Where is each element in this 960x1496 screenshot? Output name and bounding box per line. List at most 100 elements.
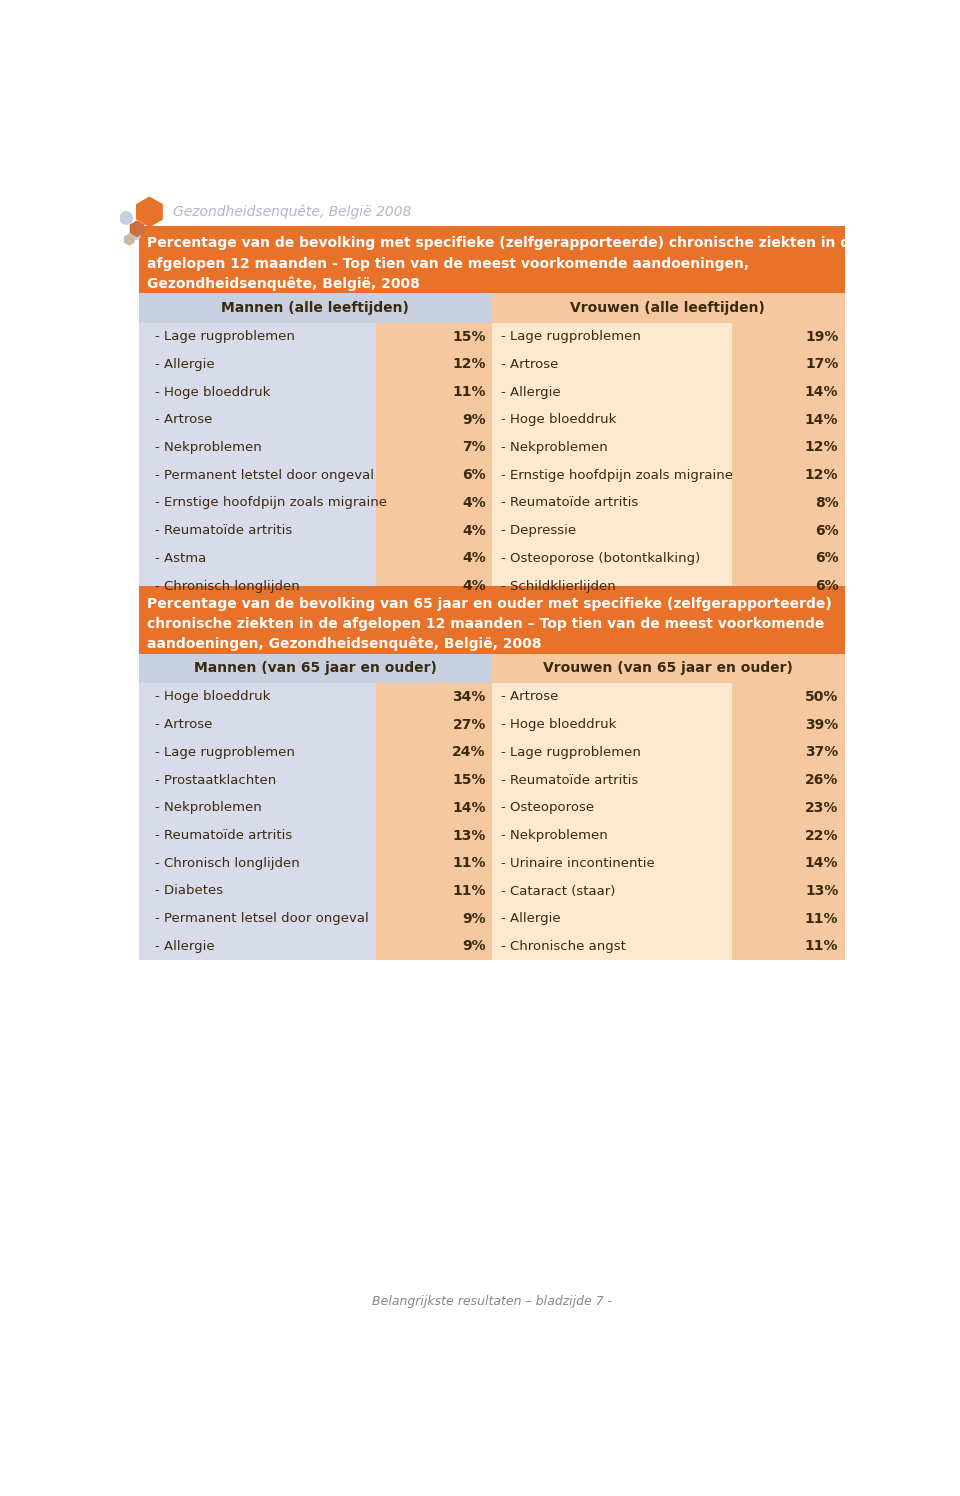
Bar (139, 932, 492, 960)
Text: 11%: 11% (452, 884, 486, 898)
Text: Percentage van de bevolking van 65 jaar en ouder met specifieke (zelfgerapportee: Percentage van de bevolking van 65 jaar … (147, 597, 832, 610)
Bar (492, 766, 845, 794)
Text: Gezondheidsenquête, België 2008: Gezondheidsenquête, België 2008 (173, 205, 411, 218)
Bar (375, 905, 492, 932)
Text: - Reumatoïde artritis: - Reumatoïde artritis (155, 524, 292, 537)
Text: - Allergie: - Allergie (501, 386, 561, 398)
Bar (492, 461, 845, 489)
Bar (375, 821, 492, 850)
Text: 11%: 11% (452, 384, 486, 399)
Bar (375, 378, 492, 405)
Text: 4%: 4% (462, 579, 486, 592)
Bar (732, 684, 845, 711)
Bar (139, 654, 492, 684)
Bar (732, 323, 845, 350)
Text: - Lage rugproblemen: - Lage rugproblemen (501, 747, 641, 758)
Text: - Lage rugproblemen: - Lage rugproblemen (155, 331, 295, 343)
Text: "Lage rugproblemen, allergie, hoge bloeddruk en artrose zin de belangrijkste chr: "Lage rugproblemen, allergie, hoge bloed… (143, 250, 794, 265)
Text: - Nekproblemen: - Nekproblemen (155, 441, 262, 453)
Text: 26%: 26% (805, 773, 838, 787)
Text: - Cataract (staar): - Cataract (staar) (501, 884, 615, 898)
Text: 6%: 6% (815, 524, 838, 537)
Text: - Hoge bloeddruk: - Hoge bloeddruk (501, 413, 616, 426)
Bar (139, 794, 492, 821)
Text: 7%: 7% (462, 440, 486, 455)
Bar (375, 766, 492, 794)
Text: 12%: 12% (804, 440, 838, 455)
Bar (375, 794, 492, 821)
Text: - Nekproblemen: - Nekproblemen (501, 829, 608, 842)
Text: - Hoge bloeddruk: - Hoge bloeddruk (155, 691, 271, 703)
Text: - Artrose: - Artrose (501, 358, 559, 371)
Text: 6%: 6% (815, 579, 838, 592)
Bar (375, 489, 492, 516)
Bar (732, 461, 845, 489)
Text: 24%: 24% (452, 745, 486, 760)
Bar (492, 739, 845, 766)
Bar (492, 821, 845, 850)
Bar (139, 739, 492, 766)
Bar (492, 932, 845, 960)
Bar (492, 350, 845, 378)
Bar (375, 323, 492, 350)
Text: Mannen (alle leeftijden): Mannen (alle leeftijden) (222, 301, 409, 316)
Text: 50%: 50% (805, 690, 838, 705)
Bar (492, 545, 845, 573)
Text: 19%: 19% (805, 329, 838, 344)
Bar (139, 850, 492, 877)
Text: - Chronisch longlijden: - Chronisch longlijden (155, 857, 300, 869)
Text: 4%: 4% (462, 495, 486, 510)
Text: Percentage van de bevolking met specifieke (zelfgerapporteerde) chronische ziekt: Percentage van de bevolking met specifie… (147, 236, 860, 250)
Bar (139, 293, 492, 323)
Bar (139, 516, 492, 545)
Bar (492, 654, 845, 684)
Bar (139, 378, 492, 405)
Bar (375, 711, 492, 739)
Text: - Lage rugproblemen: - Lage rugproblemen (501, 331, 641, 343)
Text: - Osteoporose (botontkalking): - Osteoporose (botontkalking) (501, 552, 701, 565)
Text: 23%: 23% (805, 800, 838, 815)
Text: Mannen (van 65 jaar en ouder): Mannen (van 65 jaar en ouder) (194, 661, 437, 676)
Text: 34%: 34% (452, 690, 486, 705)
Text: 11%: 11% (452, 856, 486, 871)
Circle shape (130, 229, 141, 241)
Bar (492, 794, 845, 821)
Bar (492, 489, 845, 516)
Text: afgelopen 12 maanden - Top tien van de meest voorkomende aandoeningen,: afgelopen 12 maanden - Top tien van de m… (147, 256, 749, 271)
Text: 15%: 15% (452, 773, 486, 787)
Text: 14%: 14% (804, 856, 838, 871)
Text: - Lage rugproblemen: - Lage rugproblemen (155, 747, 295, 758)
Bar (139, 877, 492, 905)
Bar (492, 684, 845, 711)
Bar (732, 434, 845, 461)
Text: - Reumatoïde artritis: - Reumatoïde artritis (155, 829, 292, 842)
Bar (732, 711, 845, 739)
Text: aandoeningen, Gezondheidsenquête, België, 2008: aandoeningen, Gezondheidsenquête, België… (147, 637, 541, 651)
Bar (732, 489, 845, 516)
Bar (139, 405, 492, 434)
Bar (375, 877, 492, 905)
Bar (732, 573, 845, 600)
Text: 4%: 4% (462, 524, 486, 537)
Text: - Chronische angst: - Chronische angst (501, 939, 626, 953)
Text: - Urinaire incontinentie: - Urinaire incontinentie (501, 857, 655, 869)
Bar (732, 378, 845, 405)
Bar (732, 516, 845, 545)
Bar (732, 545, 845, 573)
Text: Belangrijkste resultaten – bladzijde 7 -: Belangrijkste resultaten – bladzijde 7 - (372, 1296, 612, 1309)
Text: 27%: 27% (452, 718, 486, 732)
Bar (732, 405, 845, 434)
Bar (139, 489, 492, 516)
Bar (375, 461, 492, 489)
Bar (732, 932, 845, 960)
Text: 9%: 9% (462, 939, 486, 953)
Bar (139, 573, 492, 600)
Bar (732, 821, 845, 850)
Text: Gezondheidsenquête, België, 2008: Gezondheidsenquête, België, 2008 (147, 277, 420, 292)
Text: - Astma: - Astma (155, 552, 206, 565)
Text: - Allergie: - Allergie (155, 358, 214, 371)
Bar (492, 711, 845, 739)
Bar (375, 350, 492, 378)
Bar (139, 461, 492, 489)
Bar (139, 711, 492, 739)
